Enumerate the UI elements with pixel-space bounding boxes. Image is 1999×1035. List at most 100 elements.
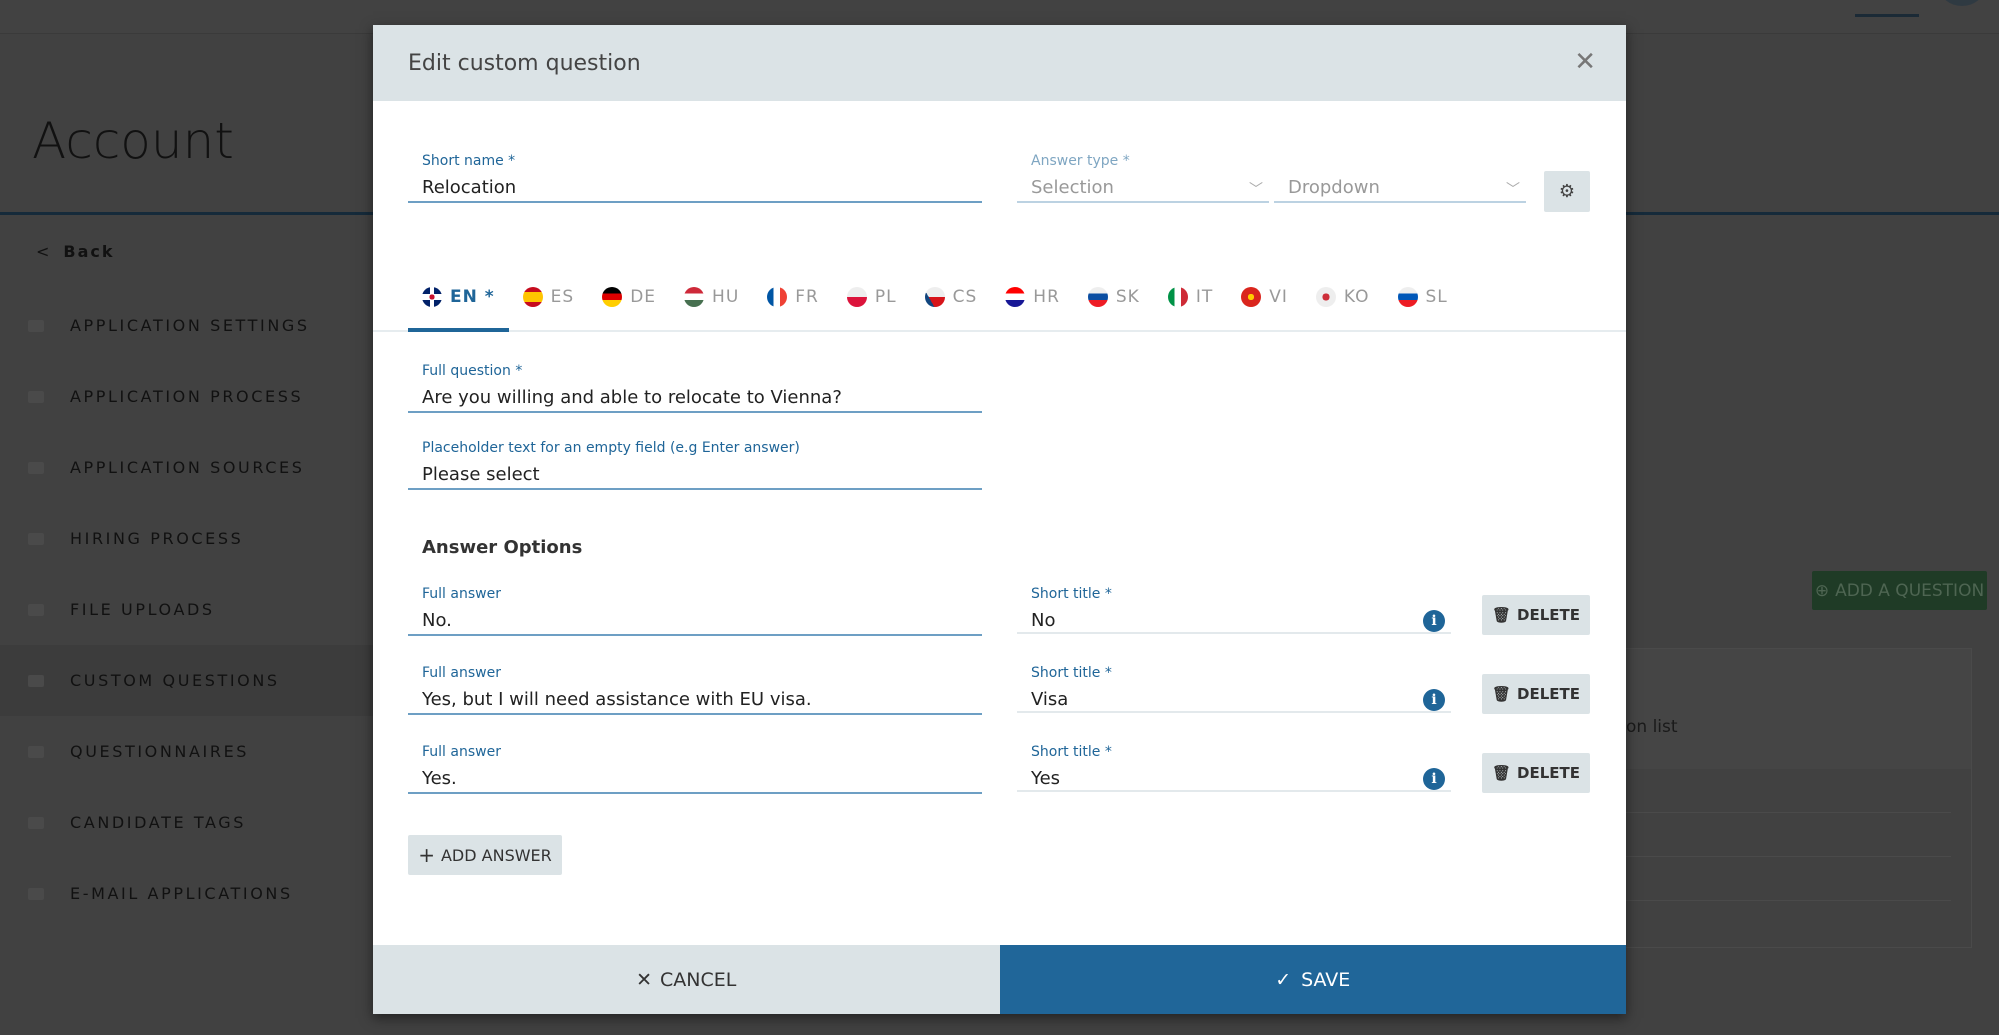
cancel-label: CANCEL: [660, 968, 737, 991]
tab-es[interactable]: ES: [509, 263, 589, 330]
flag-hr-icon: [1005, 286, 1026, 307]
sidebar-item[interactable]: APPLICATION SETTINGS: [0, 290, 373, 361]
tab-label: HU: [712, 286, 740, 307]
panel-text: on list: [1626, 649, 1971, 769]
info-icon[interactable]: i: [1423, 768, 1445, 790]
flag-fr-icon: [767, 286, 788, 307]
tag-icon: [28, 816, 44, 829]
tab-label: DE: [630, 286, 657, 307]
close-icon[interactable]: ✕: [1574, 47, 1596, 77]
short-title-input[interactable]: No: [1031, 610, 1056, 631]
delete-label: DELETE: [1517, 764, 1581, 782]
tab-en[interactable]: EN *: [408, 263, 509, 332]
flag-ko-icon: [1315, 286, 1336, 307]
sidebar: APPLICATION SETTINGS APPLICATION PROCESS A…: [0, 290, 373, 929]
delete-answer-button[interactable]: 🗑 DELETE: [1482, 674, 1590, 714]
tab-hu[interactable]: HU: [670, 263, 753, 330]
sidebar-item[interactable]: APPLICATION PROCESS: [0, 361, 373, 432]
sidebar-item-label: HIRING PROCESS: [70, 529, 244, 548]
tab-cs[interactable]: CS: [911, 263, 992, 330]
trash-icon: 🗑: [1491, 685, 1512, 703]
page-title: Account: [32, 112, 234, 170]
dialog-header: Edit custom question ✕: [373, 25, 1626, 101]
sidebar-item[interactable]: HIRING PROCESS: [0, 503, 373, 574]
full-answer-label: Full answer: [422, 744, 501, 760]
sidebar-item[interactable]: QUESTIONNAIRES: [0, 716, 373, 787]
full-answer-label: Full answer: [422, 665, 501, 681]
flag-vi-icon: [1241, 286, 1262, 307]
sidebar-item-label: E-MAIL APPLICATIONS: [70, 884, 293, 903]
flag-sk-icon: [1087, 286, 1108, 307]
back-link[interactable]: < Back: [36, 242, 115, 261]
language-tabs: EN * ES DE HU FR PL CS HR SK IT VI KO SL: [373, 263, 1626, 332]
tab-label: VI: [1269, 286, 1288, 307]
delete-answer-button[interactable]: 🗑 DELETE: [1482, 595, 1590, 635]
sidebar-item[interactable]: CUSTOM QUESTIONS: [0, 645, 373, 716]
card-icon: [28, 745, 44, 758]
tab-label: SL: [1425, 286, 1448, 307]
add-answer-button[interactable]: + ADD ANSWER: [408, 835, 562, 875]
tab-pl[interactable]: PL: [833, 263, 911, 330]
tab-label: IT: [1195, 286, 1214, 307]
tab-label: SK: [1115, 286, 1140, 307]
full-answer-input[interactable]: No.: [422, 610, 452, 631]
sidebar-item-label: CANDIDATE TAGS: [70, 813, 246, 832]
tab-fr[interactable]: FR: [753, 263, 833, 330]
tab-label: KO: [1343, 286, 1370, 307]
answer-options-heading: Answer Options: [422, 537, 583, 558]
placeholder-input[interactable]: Please select: [422, 464, 540, 485]
sidebar-item[interactable]: E-MAIL APPLICATIONS: [0, 858, 373, 929]
cancel-button[interactable]: ✕ CANCEL: [373, 945, 1000, 1014]
sidebar-item-label: QUESTIONNAIRES: [70, 742, 250, 761]
tab-sk[interactable]: SK: [1074, 263, 1154, 330]
tab-label: CS: [952, 286, 978, 307]
settings-button[interactable]: ⚙: [1544, 171, 1590, 212]
tab-it[interactable]: IT: [1154, 263, 1227, 330]
answer-type-label: Answer type *: [1031, 153, 1130, 169]
checklist-icon: [28, 674, 44, 687]
edit-question-dialog: Edit custom question ✕ Short name * Relo…: [373, 25, 1626, 1014]
delete-label: DELETE: [1517, 685, 1581, 703]
sidebar-item-label: APPLICATION SOURCES: [70, 458, 305, 477]
flag-cs-icon: [924, 286, 945, 307]
tab-sl[interactable]: SL: [1384, 263, 1462, 330]
short-title-input[interactable]: Yes: [1031, 768, 1061, 789]
flag-es-icon: [522, 286, 543, 307]
add-answer-label: ADD ANSWER: [440, 845, 552, 865]
info-icon[interactable]: i: [1423, 689, 1445, 711]
flag-it-icon: [1167, 286, 1188, 307]
sidebar-item[interactable]: FILE UPLOADS: [0, 574, 373, 645]
tab-ko[interactable]: KO: [1302, 263, 1384, 330]
full-question-input[interactable]: Are you willing and able to relocate to …: [422, 387, 842, 408]
tab-label: EN *: [450, 286, 495, 307]
short-title-input[interactable]: Visa: [1031, 689, 1069, 710]
short-name-label: Short name *: [422, 153, 516, 169]
save-button[interactable]: ✓ SAVE: [999, 945, 1626, 1014]
short-name-input[interactable]: Relocation: [422, 177, 517, 198]
sidebar-item-label: APPLICATION PROCESS: [70, 387, 304, 406]
chevron-down-icon: ﹀: [1249, 182, 1263, 198]
info-icon[interactable]: i: [1423, 610, 1445, 632]
flag-en-icon: [422, 286, 442, 307]
gear-icon: ⚙: [1558, 181, 1576, 202]
avatar[interactable]: [1940, 0, 1984, 6]
delete-answer-button[interactable]: 🗑 DELETE: [1482, 753, 1590, 793]
sidebar-item[interactable]: APPLICATION SOURCES: [0, 432, 373, 503]
flag-hu-icon: [684, 286, 705, 307]
dialog-footer: ✕ CANCEL ✓ SAVE: [373, 945, 1626, 1014]
full-answer-input[interactable]: Yes.: [422, 768, 457, 789]
tab-label: FR: [795, 286, 819, 307]
envelope-icon: [28, 887, 44, 900]
tab-hr[interactable]: HR: [991, 263, 1074, 330]
add-question-button[interactable]: ⊕ ADD A QUESTION: [1812, 571, 1987, 610]
sidebar-item[interactable]: CANDIDATE TAGS: [0, 787, 373, 858]
trash-icon: 🗑: [1491, 764, 1512, 782]
close-icon: ✕: [636, 968, 653, 991]
full-answer-input[interactable]: Yes, but I will need assistance with EU …: [422, 689, 812, 710]
tab-vi[interactable]: VI: [1227, 263, 1302, 330]
back-label: Back: [63, 242, 115, 261]
tab-de[interactable]: DE: [588, 263, 670, 330]
flag-pl-icon: [846, 286, 867, 307]
plus-icon: +: [418, 843, 435, 867]
